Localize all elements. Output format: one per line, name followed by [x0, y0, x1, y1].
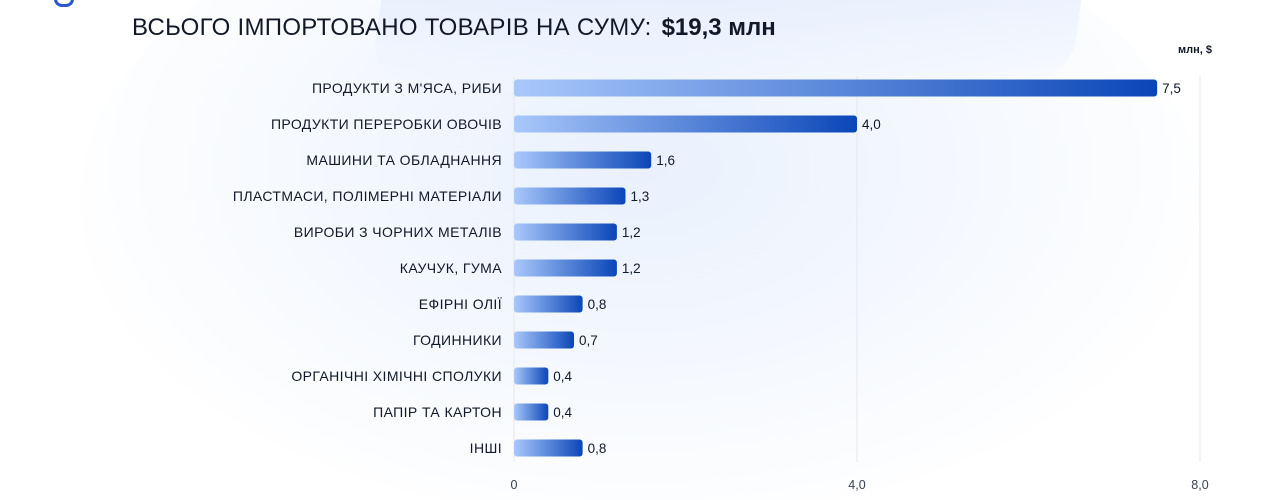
bar: [514, 187, 626, 205]
value-label: 0,8: [588, 297, 607, 312]
value-label: 7,5: [1162, 81, 1181, 96]
value-label: 1,6: [656, 153, 675, 168]
chart-title: ВСЬОГО ІМПОРТОВАНО ТОВАРІВ НА СУМУ: $19,…: [132, 14, 776, 48]
category-label: ПАПІР ТА КАРТОН: [373, 404, 502, 420]
category-labels: ПРОДУКТИ З М'ЯСА, РИБИ ПРОДУКТИ ПЕРЕРОБКИ…: [233, 80, 502, 456]
value-label: 0,4: [553, 405, 572, 420]
bar: [514, 115, 857, 133]
value-label: 0,8: [588, 441, 607, 456]
value-labels: 7,5 4,0 1,6 1,3 1,2 1,2 0,8 0,7 0,4 0,4 0,8: [553, 81, 1181, 456]
x-tick-label: 4,0: [848, 478, 865, 492]
category-label: ПРОДУКТИ ПЕРЕРОБКИ ОВОЧІВ: [271, 116, 502, 132]
category-label: ПРОДУКТИ З М'ЯСА, РИБИ: [312, 80, 502, 96]
chart-title-total: $19,3 млн: [661, 14, 776, 41]
value-label: 0,4: [553, 369, 572, 384]
category-label: ПЛАСТМАСИ, ПОЛІМЕРНІ МАТЕРІАЛИ: [233, 188, 502, 204]
bar: [514, 223, 617, 241]
category-label: ЕФІРНІ ОЛІЇ: [419, 296, 502, 312]
category-label: ВИРОБИ З ЧОРНИХ МЕТАЛІВ: [294, 224, 502, 240]
chart-title-text: ВСЬОГО ІМПОРТОВАНО ТОВАРІВ НА СУМУ:: [132, 14, 652, 41]
value-label: 1,3: [630, 189, 649, 204]
category-label: ГОДИННИКИ: [413, 332, 502, 348]
bar: [514, 295, 583, 313]
bar: [514, 439, 583, 457]
bars: [514, 79, 1158, 457]
value-label: 1,2: [622, 225, 641, 240]
category-label: ІНШІ: [470, 440, 502, 456]
bar: [514, 367, 549, 385]
logo-icon: [54, 0, 74, 7]
value-label: 0,7: [579, 333, 598, 348]
bar: [514, 151, 652, 169]
x-tick-label: 8,0: [1191, 478, 1208, 492]
bar: [514, 331, 575, 349]
x-tick-label: 0: [511, 478, 518, 492]
category-label: ОРГАНІЧНІ ХІМІЧНІ СПОЛУКИ: [291, 368, 502, 384]
value-label: 1,2: [622, 261, 641, 276]
category-label: КАУЧУК, ГУМА: [400, 260, 502, 276]
bar: [514, 79, 1158, 97]
value-label: 4,0: [862, 117, 881, 132]
category-label: МАШИНИ ТА ОБЛАДНАННЯ: [306, 152, 502, 168]
bar: [514, 259, 617, 277]
bar: [514, 403, 549, 421]
x-axis-ticks: 0 4,0 8,0: [511, 478, 1209, 492]
unit-label: млн, $: [1178, 44, 1212, 56]
